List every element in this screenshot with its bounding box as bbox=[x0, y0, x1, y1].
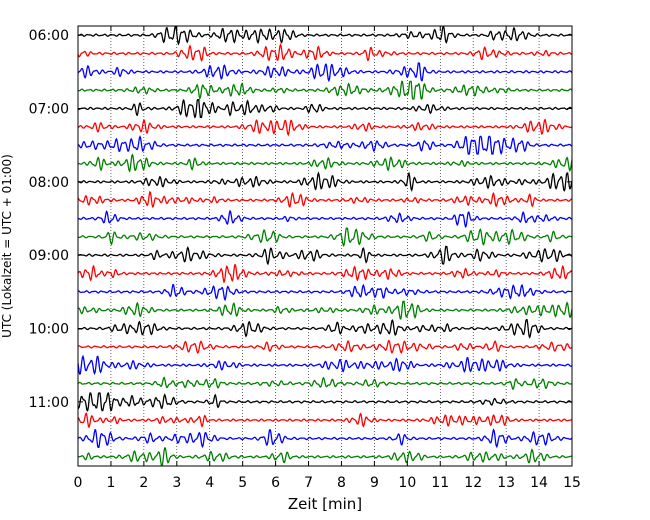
x-tick-label: 14 bbox=[530, 475, 548, 491]
traces bbox=[77, 25, 573, 467]
trace-line bbox=[77, 135, 573, 156]
x-tick-label: 8 bbox=[337, 475, 346, 491]
trace-line bbox=[77, 319, 573, 339]
trace-line bbox=[77, 263, 573, 284]
x-tick-label: 0 bbox=[74, 475, 83, 491]
y-tick-label: 06:00 bbox=[29, 28, 69, 44]
trace-line bbox=[77, 153, 573, 173]
trace-line bbox=[77, 43, 573, 62]
x-tick-label: 6 bbox=[271, 475, 280, 491]
x-tick-label: 9 bbox=[370, 475, 379, 491]
trace-line bbox=[77, 118, 573, 137]
trace-line bbox=[77, 412, 573, 429]
y-tick-label: 11:00 bbox=[29, 395, 69, 411]
x-tick-label: 4 bbox=[205, 475, 214, 491]
trace-line bbox=[77, 339, 573, 354]
x-tick-label: 15 bbox=[563, 475, 581, 491]
trace-line bbox=[77, 447, 573, 467]
trace-line bbox=[77, 227, 573, 248]
trace-line bbox=[77, 354, 573, 375]
trace-line bbox=[77, 209, 573, 228]
trace-line bbox=[77, 171, 573, 192]
y-axis-label: UTC (Lokalzeit = UTC + 01:00) bbox=[0, 154, 14, 338]
trace-line bbox=[77, 283, 573, 302]
y-tick-label: 07:00 bbox=[29, 102, 69, 118]
trace-line bbox=[77, 190, 573, 208]
y-axis-ticks: 06:00 07:00 08:00 09:00 10:00 11:00 bbox=[29, 28, 572, 411]
trace-line bbox=[77, 80, 573, 100]
x-tick-label: 3 bbox=[172, 475, 181, 491]
y-tick-label: 08:00 bbox=[29, 175, 69, 191]
x-axis-ticks: 0 1 2 3 4 5 6 7 8 9 10 11 12 13 14 15 bbox=[74, 26, 581, 491]
x-tick-label: 2 bbox=[139, 475, 148, 491]
y-tick-label: 10:00 bbox=[29, 322, 69, 338]
grid-lines bbox=[110, 26, 540, 466]
plot-frame bbox=[77, 25, 573, 467]
x-axis-label: Zeit [min] bbox=[288, 495, 362, 513]
trace-line bbox=[77, 428, 573, 449]
x-tick-label: 10 bbox=[398, 475, 416, 491]
trace-line bbox=[77, 376, 573, 390]
trace-line bbox=[77, 25, 573, 46]
trace-line bbox=[77, 300, 573, 320]
x-tick-label: 11 bbox=[431, 475, 449, 491]
y-tick-label: 09:00 bbox=[29, 248, 69, 264]
x-tick-label: 1 bbox=[106, 475, 115, 491]
trace-line bbox=[77, 245, 573, 266]
x-tick-label: 13 bbox=[497, 475, 515, 491]
trace-line bbox=[77, 391, 573, 412]
x-tick-label: 12 bbox=[464, 475, 482, 491]
trace-line bbox=[77, 98, 573, 119]
x-tick-label: 5 bbox=[238, 475, 247, 491]
x-tick-label: 7 bbox=[304, 475, 313, 491]
trace-line bbox=[77, 62, 573, 83]
